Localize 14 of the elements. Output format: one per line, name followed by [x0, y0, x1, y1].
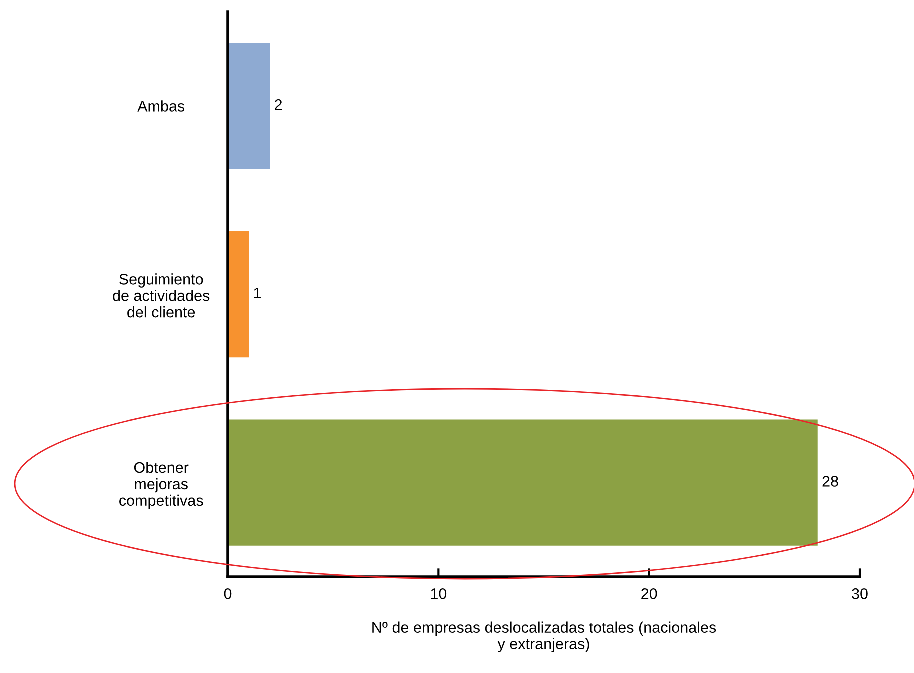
y-tick-label: Obtener mejoras competitivas	[120, 462, 204, 510]
bar	[228, 43, 270, 170]
y-tick-label: Seguimiento de actividades del cliente	[113, 274, 210, 318]
data-label: 28	[822, 476, 838, 487]
x-tick-label: 0	[224, 588, 232, 600]
x-tick-label: 10	[431, 588, 447, 600]
x-tick-label: 20	[642, 588, 658, 600]
x-tick-label: 30	[852, 588, 868, 600]
x-axis-title: Nº de empresas deslocalizadas totales (nacionales y extranjeras)	[372, 622, 716, 652]
bar	[228, 231, 250, 358]
data-label: 2	[275, 99, 282, 110]
bar	[228, 420, 818, 546]
y-tick-label: Ambas	[138, 100, 185, 112]
data-label: 1	[254, 288, 261, 298]
